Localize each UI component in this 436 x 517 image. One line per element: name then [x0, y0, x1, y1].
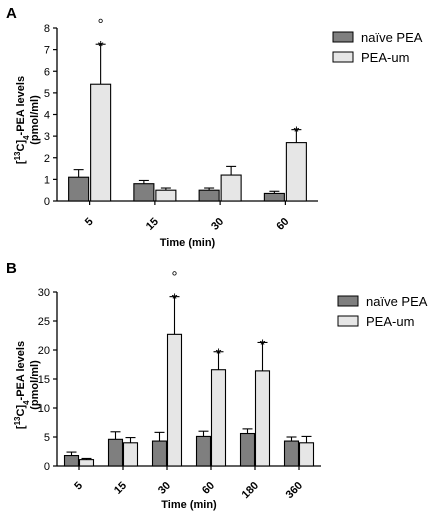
y-tick-label: 5 — [44, 88, 50, 100]
bar-naive-pea — [151, 440, 168, 467]
x-axis-title: Time (min) — [160, 237, 216, 249]
legend-label: PEA-um — [366, 314, 414, 329]
y-axis-title: [13C]4-PEA levels — [13, 341, 31, 429]
y-tick-label: 8 — [44, 23, 50, 35]
legend-swatch — [332, 51, 354, 63]
bar-pea-um — [155, 189, 177, 202]
y-tick-label: 1 — [44, 174, 50, 186]
bar-pea-um — [90, 83, 112, 202]
legend-swatch — [337, 295, 359, 307]
y-axis-title-mid: C] — [15, 140, 27, 152]
y-tick-label: 0 — [44, 461, 50, 473]
x-category-label: 360 — [284, 480, 305, 501]
y-tick-label: 3 — [44, 131, 50, 143]
significance-asterisk: * — [172, 291, 178, 308]
legend-label: naïve PEA — [366, 294, 428, 309]
bar-pea-um — [285, 142, 307, 202]
bar-naive-pea — [198, 189, 220, 202]
legend-label: PEA-um — [361, 50, 409, 65]
y-tick-label: 20 — [38, 345, 50, 357]
y-tick-label: 6 — [44, 66, 50, 78]
significance-degree: ° — [98, 16, 104, 33]
bar-naive-pea — [283, 440, 300, 467]
y-tick-label: 7 — [44, 45, 50, 57]
y-tick-label: 4 — [44, 110, 50, 122]
legend-swatch — [337, 315, 359, 327]
bar-pea-um — [166, 333, 183, 467]
y-tick-label: 15 — [38, 374, 50, 386]
bar-naive-pea — [263, 192, 285, 202]
y-axis-unit: (pmol/ml) — [29, 360, 41, 410]
significance-asterisk: * — [216, 346, 222, 363]
bar-naive-pea — [68, 176, 90, 202]
x-category-label: 5 — [83, 216, 96, 229]
y-tick-label: 25 — [38, 316, 50, 328]
bar-pea-um — [298, 442, 315, 467]
y-axis-title-pre: [ — [15, 160, 27, 164]
bar-pea-um — [122, 442, 139, 467]
legend-swatch — [332, 31, 354, 43]
x-category-label: 15 — [144, 216, 161, 233]
bar-naive-pea — [63, 455, 80, 467]
panel-b: B 0 5 10 15 20 25 30 [13C]4-PEA levels (pmol/ml) 5… — [6, 260, 428, 511]
y-axis-title-sup: 13 — [13, 416, 22, 425]
x-category-label: 15 — [112, 480, 129, 497]
y-tick-label: 30 — [38, 287, 50, 299]
x-axis-title: Time (min) — [161, 499, 217, 511]
y-axis-title-sub: 4 — [22, 400, 31, 405]
significance-asterisk: * — [293, 124, 299, 141]
bar-pea-um — [210, 369, 227, 467]
significance-asterisk: * — [260, 336, 266, 353]
legend-label: naïve PEA — [361, 30, 423, 45]
y-axis-title-post: -PEA levels — [15, 76, 27, 136]
y-axis-title-post: -PEA levels — [15, 341, 27, 401]
y-tick-label: 2 — [44, 153, 50, 165]
panel-letter: A — [6, 5, 17, 22]
x-category-label: 30 — [156, 480, 173, 497]
x-category-label: 60 — [274, 216, 291, 233]
x-category-label: 180 — [240, 480, 261, 501]
y-tick-label: 10 — [38, 403, 50, 415]
y-axis-unit: (pmol/ml) — [29, 95, 41, 145]
bar-pea-um — [220, 174, 242, 202]
bar-pea-um — [78, 459, 95, 467]
x-category-label: 5 — [72, 480, 85, 493]
y-tick-label: 5 — [44, 432, 50, 444]
bar-naive-pea — [107, 438, 124, 467]
x-category-label: 30 — [209, 216, 226, 233]
bar-naive-pea — [239, 432, 256, 467]
bar-naive-pea — [195, 435, 212, 467]
significance-degree: ° — [172, 269, 178, 286]
bar-pea-um — [254, 370, 271, 467]
y-tick-label: 0 — [44, 196, 50, 208]
y-axis-title-sup: 13 — [13, 151, 22, 160]
x-category-label: 60 — [200, 480, 217, 497]
panel-letter: B — [6, 260, 17, 277]
y-axis-title: [13C]4-PEA levels — [13, 76, 31, 164]
bar-naive-pea — [133, 183, 155, 202]
y-axis-title-sub: 4 — [22, 135, 31, 140]
y-axis-title-mid: C] — [15, 405, 27, 417]
y-axis-title-pre: [ — [15, 425, 27, 429]
significance-asterisk: * — [98, 38, 104, 55]
